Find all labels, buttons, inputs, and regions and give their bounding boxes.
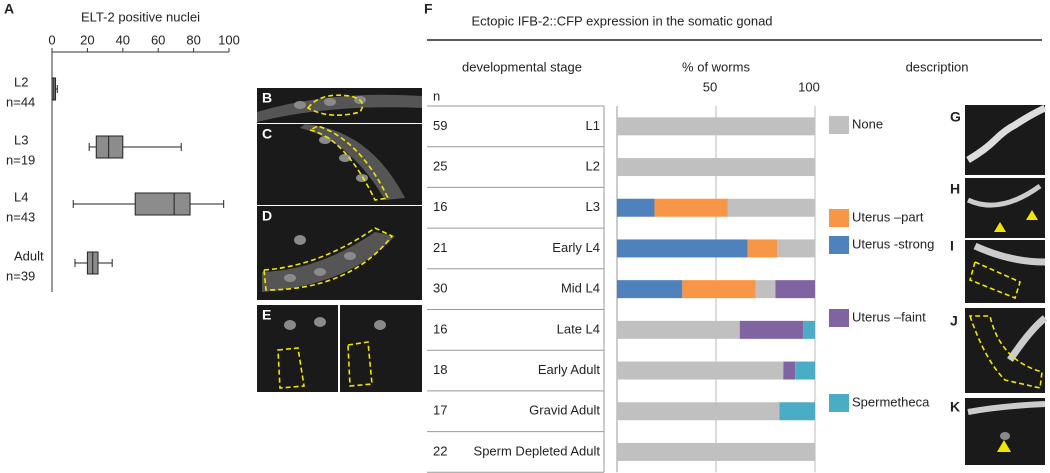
x-tick-label: 100 bbox=[798, 79, 820, 94]
bar-segment bbox=[775, 280, 815, 299]
category-label: L1 bbox=[586, 118, 600, 133]
x-axis-title: % of worms bbox=[682, 59, 750, 74]
x-tick-label: 40 bbox=[116, 32, 130, 47]
x-tick-label: 80 bbox=[186, 32, 200, 47]
n-value: 59 bbox=[433, 118, 447, 133]
x-tick-label: 100 bbox=[218, 32, 240, 47]
category-label: Sperm Depleted Adult bbox=[474, 443, 601, 458]
micrograph-c: C bbox=[257, 124, 422, 205]
bar-segment bbox=[617, 239, 748, 258]
x-tick-label: 20 bbox=[80, 32, 94, 47]
legend-label: Spermetheca bbox=[852, 394, 930, 409]
box bbox=[95, 135, 124, 159]
category-label: Late L4 bbox=[557, 321, 600, 336]
x-axis-title: ELT-2 positive nuclei bbox=[81, 9, 200, 24]
bar-segment bbox=[783, 361, 796, 380]
panel-letter: I bbox=[950, 238, 954, 254]
category-label: L4 bbox=[14, 189, 28, 204]
n-label: n=19 bbox=[6, 152, 35, 167]
bar-segment bbox=[617, 361, 784, 380]
bar-segment bbox=[779, 402, 815, 421]
micrograph-i: I bbox=[950, 238, 1046, 303]
legend-swatch bbox=[829, 116, 849, 134]
bar-segment bbox=[682, 280, 756, 299]
category-label: Gravid Adult bbox=[529, 403, 600, 418]
micrograph-g: G bbox=[950, 104, 1047, 175]
legend-swatch bbox=[829, 309, 849, 327]
panel-letter: F bbox=[424, 1, 433, 17]
micrograph-e: E bbox=[257, 305, 422, 392]
bar-segment bbox=[617, 442, 815, 461]
bar-segment bbox=[617, 117, 815, 136]
bar-segment bbox=[803, 320, 815, 339]
n-label: n=44 bbox=[6, 94, 35, 109]
column-header: developmental stage bbox=[462, 59, 582, 74]
n-value: 25 bbox=[433, 158, 447, 173]
bar-segment bbox=[755, 280, 776, 299]
panel-letter: J bbox=[950, 313, 958, 329]
bar-segment bbox=[654, 198, 728, 217]
category-label: L2 bbox=[586, 158, 600, 173]
panel-letter: A bbox=[4, 1, 14, 17]
bar-segment bbox=[617, 402, 780, 421]
bar-segment bbox=[739, 320, 804, 339]
n-value: 18 bbox=[433, 362, 447, 377]
legend-label: Uterus –part bbox=[852, 209, 924, 224]
x-tick-label: 0 bbox=[48, 32, 55, 47]
micrograph-k: K bbox=[950, 398, 1046, 465]
bar-segment bbox=[747, 239, 778, 258]
n-value: 17 bbox=[433, 403, 447, 418]
category-label: L3 bbox=[586, 199, 600, 214]
bar-segment bbox=[617, 280, 683, 299]
legend-swatch bbox=[829, 209, 849, 227]
panel-letter: C bbox=[262, 126, 272, 142]
panel-letter: E bbox=[262, 307, 271, 323]
category-label: Mid L4 bbox=[561, 281, 600, 296]
micrograph-j: J bbox=[950, 308, 1048, 393]
category-label: L3 bbox=[14, 132, 28, 147]
micrograph-d: D bbox=[257, 206, 422, 300]
x-tick-label: 50 bbox=[703, 79, 717, 94]
column-header: description bbox=[906, 59, 969, 74]
bar-segment bbox=[795, 361, 815, 380]
n-label: n=39 bbox=[6, 268, 35, 283]
n-value: 22 bbox=[433, 443, 447, 458]
legend-label: Uterus –faint bbox=[852, 309, 926, 324]
micrograph-h: H bbox=[950, 178, 1045, 238]
category-label: L2 bbox=[14, 74, 28, 89]
bar-segment bbox=[617, 198, 655, 217]
category-label: Adult bbox=[14, 248, 44, 263]
bar-segment bbox=[617, 158, 815, 177]
x-tick-label: 60 bbox=[151, 32, 165, 47]
n-label: n=43 bbox=[6, 209, 35, 224]
legend-swatch bbox=[829, 394, 849, 412]
n-value: 30 bbox=[433, 281, 447, 296]
panel-letter: H bbox=[950, 181, 960, 197]
category-label: Early Adult bbox=[538, 362, 601, 377]
panel-letter: K bbox=[950, 399, 960, 415]
bar-segment bbox=[617, 320, 740, 339]
bar-segment bbox=[727, 198, 815, 217]
panel-letter: G bbox=[950, 109, 961, 125]
chart-title: Ectopic IFB-2::CFP expression in the som… bbox=[471, 13, 772, 28]
n-value: 16 bbox=[433, 321, 447, 336]
box bbox=[134, 192, 191, 216]
column-header: n bbox=[433, 88, 440, 103]
legend-label: Uterus -strong bbox=[852, 236, 934, 251]
panel-letter: D bbox=[262, 208, 272, 224]
micrograph-b: B bbox=[257, 88, 422, 123]
n-value: 16 bbox=[433, 199, 447, 214]
n-value: 21 bbox=[433, 240, 447, 255]
bar-segment bbox=[777, 239, 815, 258]
category-label: Early L4 bbox=[552, 240, 600, 255]
legend-label: None bbox=[852, 116, 883, 131]
legend-swatch bbox=[829, 236, 849, 254]
panel-letter: B bbox=[262, 90, 272, 106]
